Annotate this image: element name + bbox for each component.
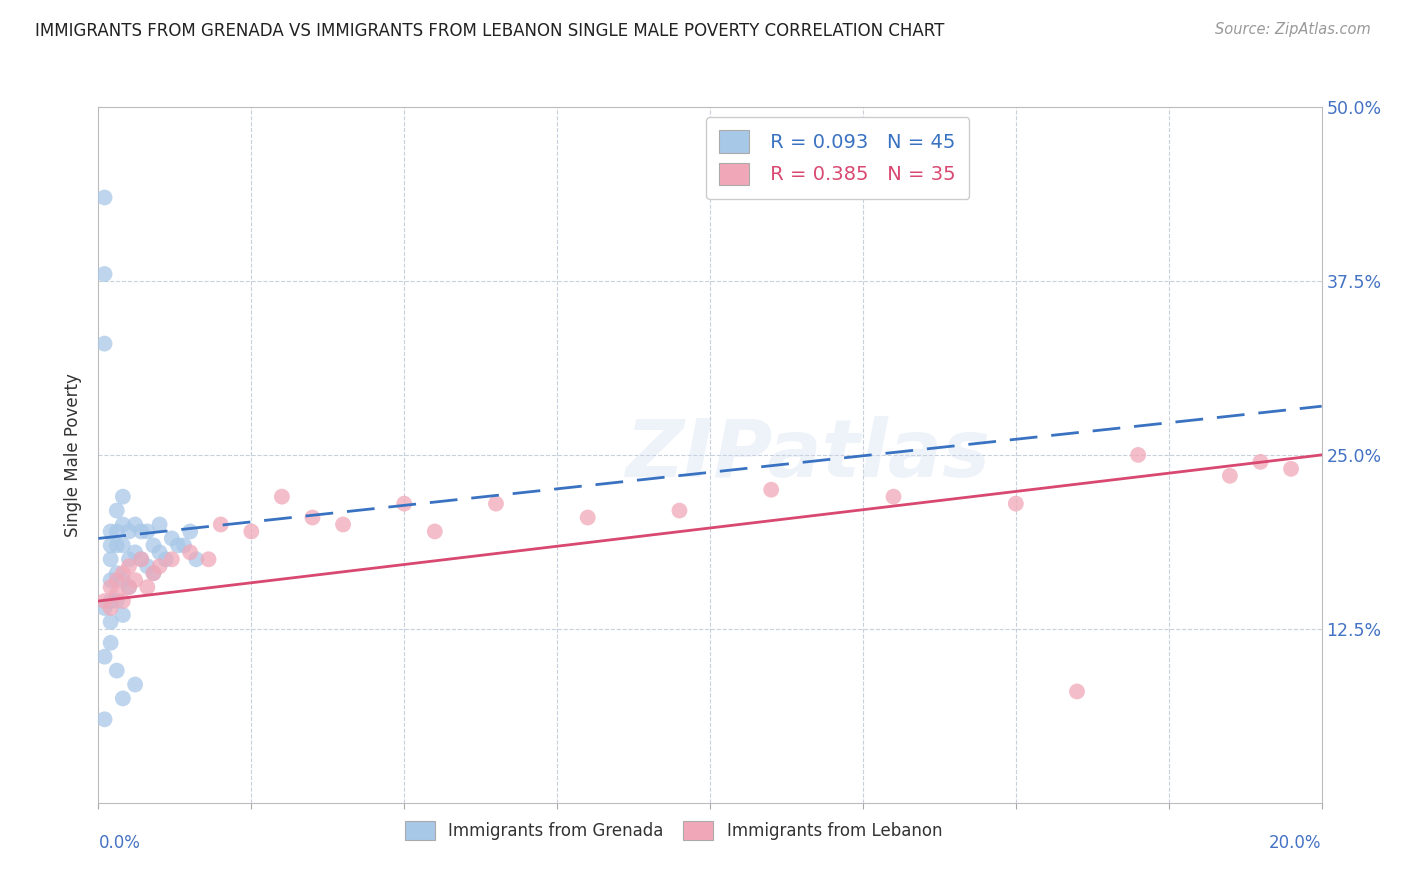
Point: [883, 490, 905, 504]
Point: [423, 524, 446, 539]
Text: ZIPatlas: ZIPatlas: [626, 416, 990, 494]
Point: [179, 524, 201, 539]
Point: [759, 483, 782, 497]
Point: [149, 517, 172, 532]
Point: [93, 336, 115, 351]
Point: [124, 573, 146, 587]
Point: [160, 532, 183, 546]
Point: [105, 566, 128, 581]
Point: [160, 552, 183, 566]
Point: [270, 490, 292, 504]
Point: [93, 594, 115, 608]
Point: [118, 552, 141, 566]
Point: [111, 607, 134, 622]
Point: [105, 538, 128, 552]
Point: [100, 524, 122, 539]
Point: [1279, 462, 1302, 476]
Point: [1066, 684, 1088, 698]
Point: [105, 524, 128, 539]
Point: [332, 517, 354, 532]
Point: [93, 267, 115, 281]
Point: [105, 594, 128, 608]
Point: [100, 594, 122, 608]
Point: [100, 601, 122, 615]
Point: [129, 552, 152, 566]
Point: [155, 552, 177, 566]
Point: [118, 580, 141, 594]
Point: [142, 566, 165, 581]
Point: [173, 538, 195, 552]
Point: [209, 517, 232, 532]
Point: [167, 538, 190, 552]
Point: [100, 636, 122, 650]
Point: [100, 573, 122, 587]
Point: [93, 601, 115, 615]
Point: [142, 566, 165, 581]
Point: [240, 524, 263, 539]
Legend: Immigrants from Grenada, Immigrants from Lebanon: Immigrants from Grenada, Immigrants from…: [398, 814, 949, 847]
Point: [129, 524, 152, 539]
Point: [111, 517, 134, 532]
Point: [111, 538, 134, 552]
Point: [100, 552, 122, 566]
Point: [111, 566, 134, 581]
Point: [111, 691, 134, 706]
Point: [111, 594, 134, 608]
Point: [197, 552, 219, 566]
Point: [668, 503, 690, 517]
Point: [124, 545, 146, 559]
Point: [1004, 497, 1026, 511]
Point: [1219, 468, 1241, 483]
Text: IMMIGRANTS FROM GRENADA VS IMMIGRANTS FROM LEBANON SINGLE MALE POVERTY CORRELATI: IMMIGRANTS FROM GRENADA VS IMMIGRANTS FR…: [35, 22, 945, 40]
Point: [124, 677, 146, 691]
Text: Source: ZipAtlas.com: Source: ZipAtlas.com: [1215, 22, 1371, 37]
Point: [118, 524, 141, 539]
Point: [136, 559, 159, 574]
Point: [149, 559, 172, 574]
Y-axis label: Single Male Poverty: Single Male Poverty: [65, 373, 83, 537]
Point: [105, 503, 128, 517]
Point: [105, 664, 128, 678]
Point: [100, 580, 122, 594]
Text: 20.0%: 20.0%: [1270, 834, 1322, 852]
Point: [136, 524, 159, 539]
Point: [179, 545, 201, 559]
Point: [100, 615, 122, 629]
Point: [105, 573, 128, 587]
Point: [111, 573, 134, 587]
Point: [392, 497, 416, 511]
Point: [1128, 448, 1150, 462]
Point: [301, 510, 323, 524]
Point: [124, 517, 146, 532]
Text: 0.0%: 0.0%: [98, 834, 141, 852]
Point: [485, 497, 508, 511]
Point: [149, 545, 172, 559]
Point: [118, 559, 141, 574]
Point: [1249, 455, 1271, 469]
Point: [136, 580, 159, 594]
Point: [93, 190, 115, 204]
Point: [93, 649, 115, 664]
Point: [105, 587, 128, 601]
Point: [100, 538, 122, 552]
Point: [118, 580, 141, 594]
Point: [576, 510, 599, 524]
Point: [93, 712, 115, 726]
Point: [142, 538, 165, 552]
Point: [111, 490, 134, 504]
Point: [186, 552, 208, 566]
Point: [129, 552, 152, 566]
